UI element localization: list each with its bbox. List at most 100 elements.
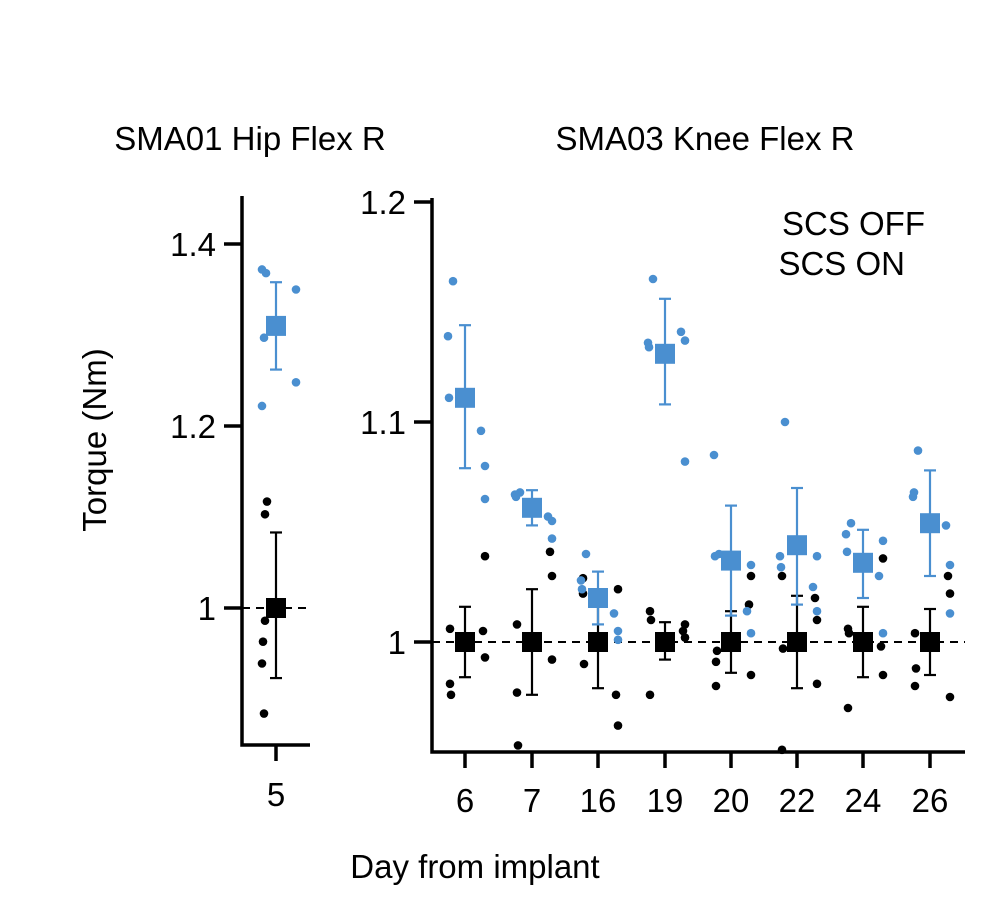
panel2-y-tick-label: 1.1 [360,404,406,441]
panel2-off-point [711,657,721,667]
panel1-title: SMA01 Hip Flex R [114,120,385,157]
panel2-on-point [613,626,623,636]
panel2-on-mean-marker [455,387,475,408]
panel2-on-point [945,560,955,570]
panel2-on-point [746,628,756,638]
panel1-off-point [260,616,270,626]
panel1-y-tick-label: 1.4 [170,226,216,263]
panel2-off-point [910,681,920,691]
panel1-x-ticks: 5 [267,776,285,813]
panel2-on-mean-marker [721,550,741,571]
panel2-off-point [613,584,623,594]
panel1-on-point [291,285,301,294]
panel2-off-point [945,589,955,598]
panel2-off-point [545,547,555,557]
panel2-on-point [644,342,654,352]
panel2-off-point [711,681,721,691]
panel2-off-point [945,692,955,702]
panel1-off-point [258,637,268,646]
panel1-marks [257,265,301,718]
panel2-on-point [841,529,851,539]
panel2-on-point [613,635,623,645]
panel2-axes [430,198,965,754]
panel2-y-ticks: 1 1.1 1.2 [360,184,432,661]
panel2-off-point [478,626,488,636]
panel2-off-point [480,653,490,662]
panel2-off-point [744,600,754,609]
panel1-x-tick-label: 5 [267,776,285,813]
panel1-y-ticks: 1 1.2 1.4 [170,226,242,627]
panel2-x-tick-label: 24 [845,782,882,819]
panel1-off-mean-marker [266,598,286,618]
panel2-on-point [609,609,619,618]
panel2-off-point [680,620,690,629]
panel1-on-point [291,378,301,387]
panel2-x-tick-label: 19 [647,782,684,819]
panel2-on-point [913,446,923,455]
panel2-on-point [443,331,453,341]
panel2-marks [443,274,955,755]
panel1-off-point [262,497,272,506]
y-axis-label: Torque (Nm) [76,348,113,531]
panel1-on-point [261,268,271,278]
panel-hip-flex: 1 1.2 1.4 5 [170,196,310,813]
panel2-off-point [513,741,523,750]
panel2-off-point [678,626,688,636]
panel-knee-flex: 1 1.1 1.2 6 7 16 19 20 22 24 26 [360,184,965,819]
panel2-on-mean-marker [655,343,675,364]
panel1-y-tick-label: 1 [198,590,216,627]
panel2-y-tick-label: 1 [388,624,406,661]
panel2-off-point [878,554,888,563]
panel2-off-mean-marker [522,632,542,652]
panel2-on-point [710,551,720,561]
panel2-off-point [613,721,623,730]
panel2-on-point [581,549,591,559]
panel2-on-point [648,274,658,284]
panel2-off-point [579,659,589,669]
panel2-x-ticks: 6 7 16 19 20 22 24 26 [456,752,949,819]
panel2-off-point [812,615,822,625]
panel2-off-mean-marker [787,632,807,652]
panel1-on-mean-marker [266,315,286,336]
panel2-on-point [812,606,822,616]
panel2-on-point [878,536,888,546]
panel2-on-point [878,628,888,638]
panel2-on-point [945,609,955,618]
legend-on-label: SCS ON [778,245,905,282]
panel2-on-point [547,516,557,526]
panel2-off-point [445,624,455,634]
panel2-on-point [846,518,856,528]
panel2-off-mean-marker [455,632,475,652]
panel2-on-point [775,551,785,561]
panel2-off-mean-marker [853,632,873,652]
panel2-on-point [909,488,919,497]
panel2-on-point [511,492,521,502]
panel2-on-point [776,562,786,572]
panel2-off-mean-marker [721,632,741,652]
panel2-on-point [842,547,852,557]
panel1-on-point [257,401,267,411]
panel2-title: SMA03 Knee Flex R [556,120,855,157]
panel2-off-point [746,571,756,581]
panel2-on-mean-marker [787,535,807,556]
panel2-on-point [780,417,790,427]
panel2-on-point [742,606,752,616]
panel2-x-tick-label: 26 [912,782,949,819]
panel2-off-point [777,571,787,581]
panel2-on-point [941,521,951,530]
panel2-off-point [611,690,621,700]
panel2-off-point [844,628,854,638]
panel2-off-point [512,688,522,697]
panel2-off-point [943,571,953,581]
panel2-y-tick-label: 1.2 [360,184,406,221]
panel2-off-point [843,703,853,713]
panel2-on-point [874,571,884,581]
panel2-on-point [680,336,690,345]
panel2-x-tick-label: 16 [580,782,617,819]
panel2-off-point [547,655,557,664]
panel2-off-point [810,593,820,603]
panel2-off-point [778,644,788,653]
panel2-off-point [547,571,557,581]
panel2-on-point [576,576,586,585]
panel2-on-point [577,584,587,594]
